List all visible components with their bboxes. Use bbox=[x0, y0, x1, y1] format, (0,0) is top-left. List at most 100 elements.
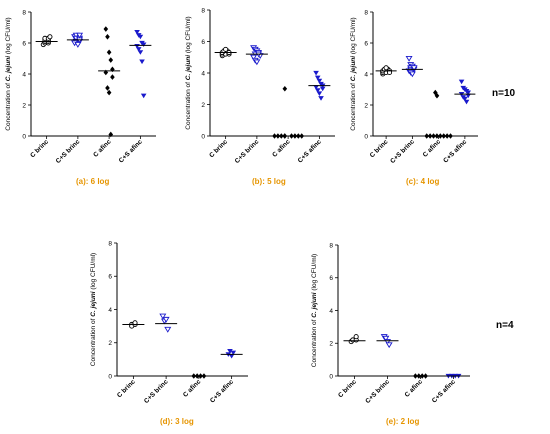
data-point bbox=[316, 91, 323, 96]
x-tick-label: C+S brinc bbox=[234, 138, 261, 165]
panel-e: 0 2 4 6 8 C brinc C+S brinc C afinc C+S afinc Con… bbox=[311, 242, 470, 426]
data-point bbox=[465, 90, 471, 96]
data-point bbox=[135, 47, 142, 52]
x-tick-label: C brinc bbox=[337, 378, 358, 399]
data-point bbox=[162, 316, 170, 323]
data-point bbox=[108, 131, 114, 138]
data-point bbox=[299, 133, 305, 139]
data-point bbox=[134, 30, 140, 35]
data-point bbox=[353, 334, 359, 340]
x-tick-label: C+S brinc bbox=[364, 378, 391, 405]
x-tick-label: C+S afinc bbox=[297, 138, 323, 164]
x-tick-label: C afinc bbox=[422, 138, 443, 159]
data-point bbox=[140, 42, 147, 48]
y-tick-label: 0 bbox=[22, 133, 26, 140]
data-point bbox=[108, 57, 114, 63]
x-tick-label: C+S afinc bbox=[209, 378, 235, 404]
y-tick-label: 2 bbox=[364, 102, 368, 109]
data-point bbox=[140, 93, 147, 99]
data-point bbox=[382, 335, 390, 342]
data-point bbox=[319, 86, 326, 92]
y-tick-label: 4 bbox=[364, 71, 368, 78]
y-tick-label: 8 bbox=[329, 242, 333, 249]
x-tick-label: C+S afinc bbox=[442, 138, 468, 164]
data-point bbox=[253, 59, 261, 66]
x-tick-label: C+S brinc bbox=[389, 138, 416, 165]
x-tick-label: C brinc bbox=[208, 138, 229, 159]
y-axis-label: Concentration of C. jejuni (log CFU/ml) bbox=[350, 17, 357, 130]
panel-caption: (a): 6 log bbox=[76, 177, 109, 186]
data-point bbox=[282, 85, 288, 92]
data-point bbox=[314, 88, 321, 93]
panel-caption: (e): 2 log bbox=[386, 417, 419, 426]
y-tick-label: 8 bbox=[364, 9, 368, 16]
data-point bbox=[106, 49, 112, 56]
data-point bbox=[106, 89, 112, 96]
y-tick-label: 4 bbox=[22, 71, 26, 78]
x-tick-label: C+S brinc bbox=[55, 138, 82, 165]
data-point bbox=[139, 59, 145, 65]
y-tick-label: 0 bbox=[364, 133, 368, 140]
data-point bbox=[318, 96, 324, 101]
y-tick-label: 6 bbox=[108, 274, 112, 281]
y-tick-label: 8 bbox=[108, 240, 112, 247]
data-point bbox=[272, 133, 277, 139]
y-tick-label: 6 bbox=[364, 40, 368, 47]
y-tick-label: 4 bbox=[329, 308, 333, 315]
panel-caption: (b): 5 log bbox=[252, 177, 286, 186]
data-point bbox=[314, 75, 321, 81]
panel-b: 0 2 4 6 8 C brinc C+S brinc C afinc C+S afinc Con… bbox=[185, 7, 335, 186]
data-point bbox=[405, 55, 413, 62]
y-tick-label: 2 bbox=[108, 340, 112, 347]
data-point bbox=[313, 70, 319, 76]
panel-a: 0 2 4 6 8 C brinc C+S brinc C afinc C+S afinc Con… bbox=[5, 9, 156, 186]
data-point bbox=[137, 50, 144, 55]
data-point bbox=[47, 34, 53, 40]
x-tick-label: C brinc bbox=[116, 378, 137, 399]
data-point bbox=[316, 78, 323, 84]
data-point bbox=[137, 34, 144, 40]
data-point bbox=[465, 93, 471, 99]
data-point bbox=[463, 99, 470, 105]
x-tick-label: C afinc bbox=[182, 378, 203, 399]
y-tick-label: 6 bbox=[22, 40, 26, 47]
y-tick-label: 4 bbox=[201, 70, 205, 77]
panel-caption: (c): 4 log bbox=[406, 177, 439, 186]
note-n4: n=4 bbox=[496, 320, 514, 331]
x-tick-label: C afinc bbox=[271, 138, 292, 159]
x-tick-label: C afinc bbox=[92, 138, 113, 159]
data-point bbox=[227, 348, 233, 354]
y-axis-label: Concentration of C. jejuni (log CFU/ml) bbox=[311, 254, 318, 367]
y-tick-label: 0 bbox=[108, 373, 112, 380]
x-tick-label: C afinc bbox=[404, 378, 425, 399]
panel-caption: (d): 3 log bbox=[160, 417, 194, 426]
x-tick-label: C brinc bbox=[369, 138, 390, 159]
y-axis-label: Concentration of C. jejuni (log CFU/ml) bbox=[5, 17, 12, 130]
data-point bbox=[103, 26, 109, 32]
data-point bbox=[408, 71, 416, 78]
data-point bbox=[164, 326, 172, 333]
note-n10: n=10 bbox=[492, 88, 516, 99]
panel-d: 0 2 4 6 8 C brinc C+S brinc C afinc C+S afinc Con… bbox=[90, 240, 248, 426]
y-tick-label: 8 bbox=[22, 9, 26, 16]
data-point bbox=[458, 79, 465, 85]
panel-c: 0 2 4 6 8 C brinc C+S brinc C afinc C+S afinc Con… bbox=[350, 9, 478, 186]
y-tick-label: 2 bbox=[329, 341, 333, 348]
y-axis-label: Concentration of C. jejuni (log CFU/ml) bbox=[185, 16, 192, 129]
data-point bbox=[448, 133, 453, 139]
data-point bbox=[228, 353, 235, 359]
data-point bbox=[159, 313, 167, 320]
data-point bbox=[76, 32, 84, 39]
x-tick-label: C+S afinc bbox=[118, 138, 144, 164]
y-tick-label: 0 bbox=[329, 373, 333, 380]
data-point bbox=[462, 96, 468, 102]
data-point bbox=[105, 85, 110, 91]
y-tick-label: 2 bbox=[201, 102, 205, 109]
data-point bbox=[383, 65, 389, 71]
y-tick-label: 6 bbox=[329, 275, 333, 282]
y-tick-label: 2 bbox=[22, 102, 26, 109]
y-tick-label: 4 bbox=[108, 307, 112, 314]
x-tick-label: C+S afinc bbox=[431, 378, 457, 404]
data-point bbox=[313, 85, 319, 90]
